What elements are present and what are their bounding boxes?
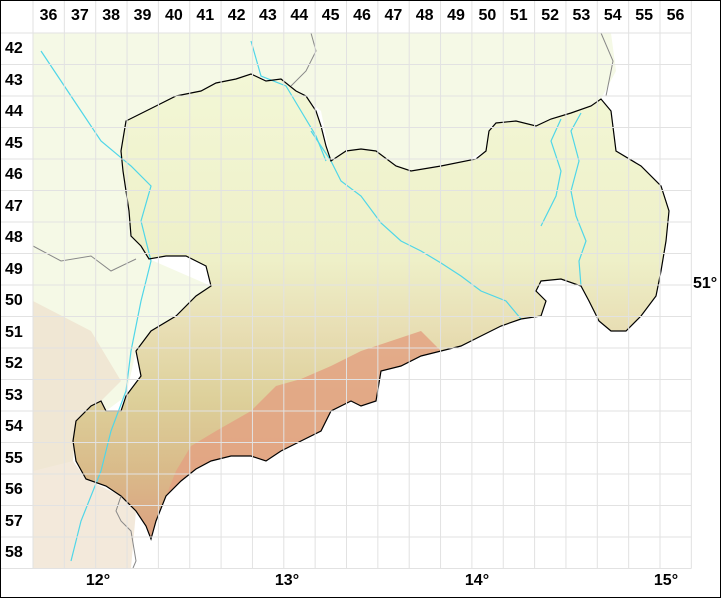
row-label: 45 [5, 134, 23, 152]
row-label: 54 [5, 418, 23, 435]
row-label: 42 [5, 40, 23, 57]
column-label: 56 [666, 7, 685, 24]
river-spree [540, 118, 562, 227]
column-label: 39 [133, 7, 152, 24]
rivers [40, 40, 587, 562]
row-label: 56 [5, 481, 23, 498]
column-label: 38 [102, 7, 121, 24]
column-label: 54 [603, 7, 622, 24]
row-label: 47 [5, 197, 23, 215]
column-label: 45 [321, 7, 340, 24]
column-label: 50 [478, 7, 497, 24]
river-elbe [310, 130, 522, 320]
column-label: 47 [384, 7, 403, 24]
river-mulde [250, 40, 327, 162]
column-label: 42 [227, 7, 246, 24]
row-label: 48 [5, 229, 23, 246]
column-label: 46 [353, 7, 371, 24]
row-label: 50 [5, 292, 23, 309]
column-label: 49 [447, 7, 465, 24]
column-label: 55 [635, 7, 654, 24]
row-label: 53 [5, 386, 23, 404]
column-label: 43 [259, 7, 277, 24]
column-label: 51 [509, 7, 528, 24]
river-neisse [570, 112, 587, 287]
row-label: 44 [5, 103, 23, 120]
column-label: 37 [70, 7, 89, 24]
row-label: 51 [5, 323, 23, 341]
column-label: 48 [415, 7, 434, 24]
row-label: 57 [5, 512, 23, 530]
longitude-label: 13° [274, 572, 300, 589]
grid-lines [1, 1, 692, 569]
river-west [40, 50, 152, 562]
outside-region-north [33, 33, 616, 471]
longitude-label: 14° [464, 572, 490, 589]
row-label: 55 [5, 449, 23, 467]
longitude-label: 12° [85, 572, 111, 589]
column-label: 36 [39, 7, 58, 24]
country-border [32, 32, 614, 569]
row-label: 43 [5, 71, 23, 89]
column-label: 44 [290, 7, 309, 24]
column-label: 40 [164, 7, 183, 24]
row-label: 58 [5, 544, 23, 561]
highland-zone [166, 331, 441, 496]
row-label: 46 [5, 166, 23, 183]
row-label: 49 [5, 260, 23, 278]
latitude-label: 51° [693, 275, 718, 292]
longitude-label: 15° [653, 572, 679, 589]
row-label: 52 [5, 355, 23, 372]
column-label: 52 [541, 7, 559, 24]
column-label: 53 [572, 7, 591, 24]
column-label: 41 [196, 7, 215, 24]
outside-region-southwest [33, 301, 136, 568]
